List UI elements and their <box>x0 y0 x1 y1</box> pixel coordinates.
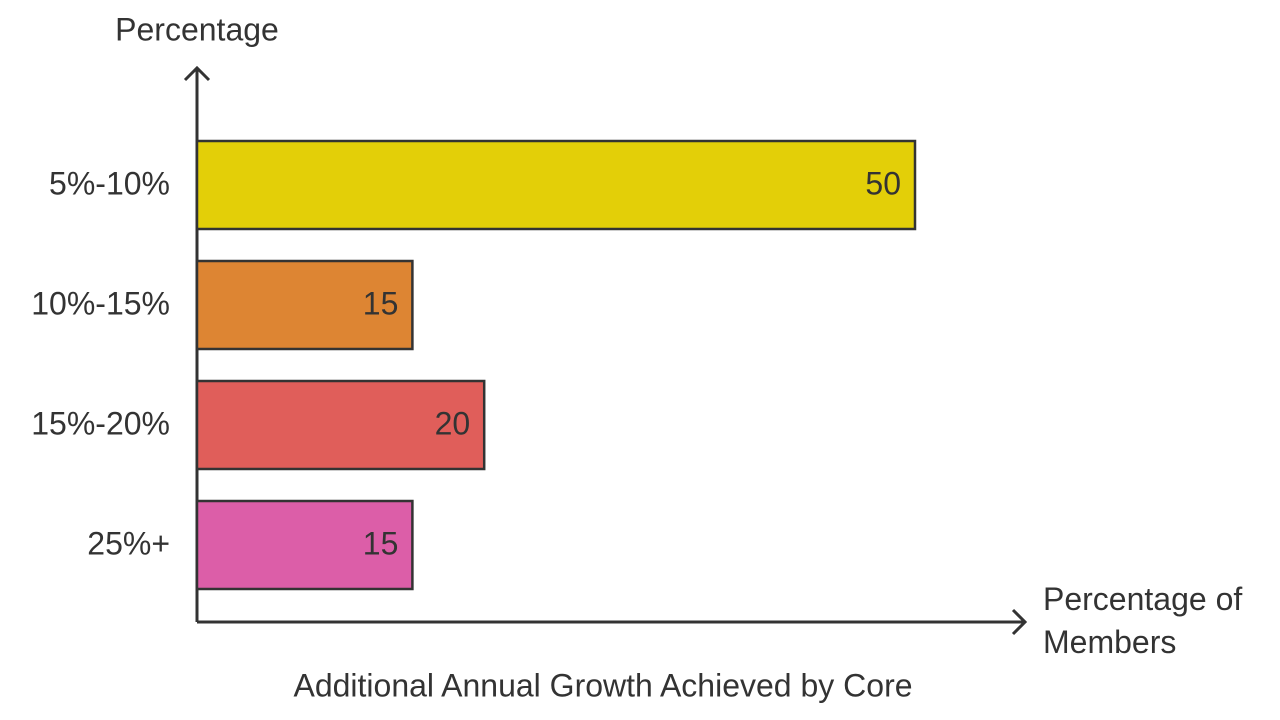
bar <box>195 499 414 591</box>
bar <box>195 139 917 231</box>
y-axis-arrow <box>183 65 211 82</box>
x-axis-label: Percentage of Members <box>1043 581 1243 660</box>
y-tick-label: 10%-15% <box>31 285 170 321</box>
y-tick-label: 5%-10% <box>49 165 170 201</box>
y-tick-label: 15%-20% <box>31 405 170 441</box>
chart-title: Additional Annual Growth Achieved by Cor… <box>293 667 912 703</box>
bar <box>195 379 486 471</box>
y-tick-label: 25%+ <box>87 525 170 561</box>
value-label: 20 <box>435 405 471 441</box>
y-axis-label: Percentage <box>115 11 279 47</box>
value-label: 15 <box>363 525 399 561</box>
bar <box>195 259 414 351</box>
x-axis-arrow <box>1011 608 1028 636</box>
value-label: 50 <box>865 165 901 201</box>
value-label: 15 <box>363 285 399 321</box>
